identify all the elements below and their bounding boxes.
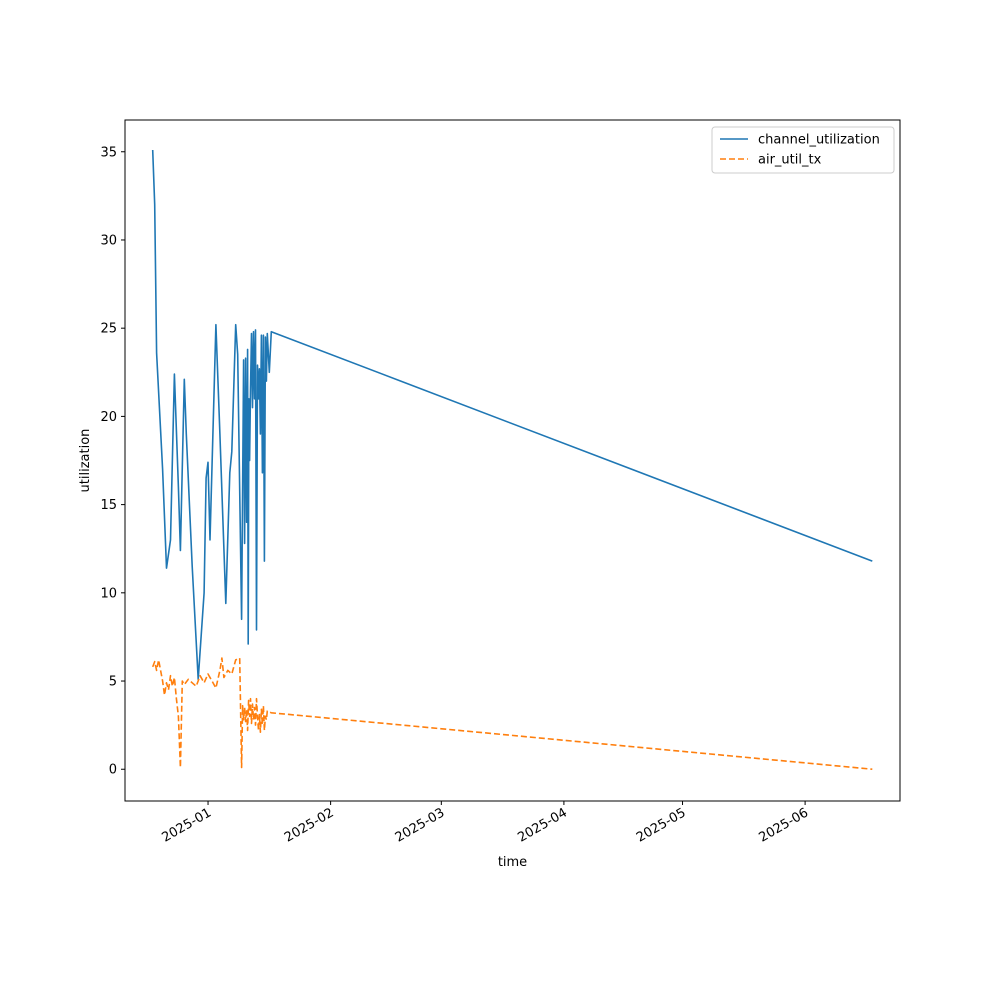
y-tick-label: 0: [109, 763, 117, 778]
series-line-channel-utilization: [151, 149, 873, 681]
y-tick-label: 30: [100, 233, 117, 248]
y-tick-label: 15: [100, 498, 117, 513]
y-axis-label: utilization: [78, 429, 93, 493]
legend-label: channel_utilization: [758, 133, 880, 148]
y-axis: 0 5 10 15 20 25 30 35: [100, 145, 125, 778]
series-layer: [151, 149, 873, 770]
y-tick-label: 25: [100, 322, 117, 337]
x-axis-label: time: [498, 855, 527, 870]
series-line-air-util-tx: [151, 657, 873, 770]
plot-area-frame: [124, 119, 901, 802]
y-tick-label: 35: [100, 145, 117, 160]
y-tick-label: 20: [100, 410, 117, 425]
legend-label: air_util_tx: [758, 153, 822, 168]
y-tick-label: 5: [109, 675, 117, 690]
y-tick-label: 10: [100, 586, 117, 601]
legend: channel_utilization air_util_tx: [711, 126, 895, 174]
legend-box: [711, 126, 895, 174]
